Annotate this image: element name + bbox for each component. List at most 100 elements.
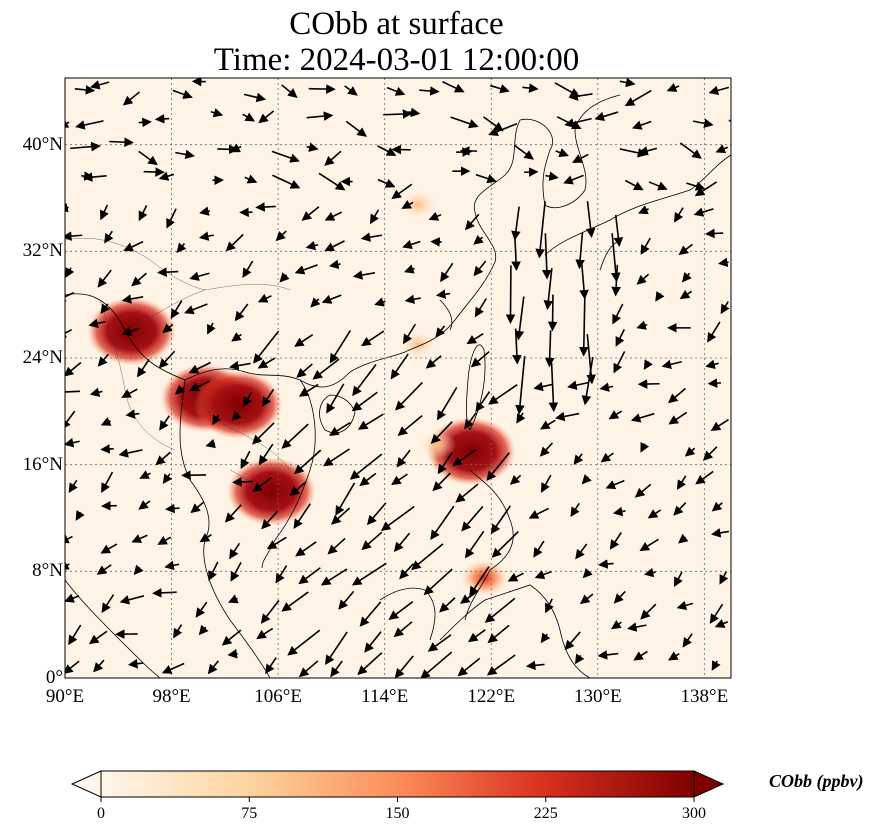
wind-arrow (522, 83, 539, 93)
wind-arrow (469, 566, 490, 597)
wind-arrow (136, 359, 150, 378)
wind-arrow (324, 631, 348, 665)
wind-arrow (232, 477, 253, 487)
wind-arrow (298, 383, 319, 397)
wind-arrow (402, 239, 421, 249)
wind-arrow (260, 599, 280, 624)
wind-arrow (396, 449, 411, 468)
wind-arrow (605, 479, 625, 490)
wind-arrow (312, 358, 340, 380)
wind-arrow (293, 503, 311, 529)
wind-arrow (261, 510, 279, 530)
wind-arrow (674, 207, 684, 223)
wind-arrow (394, 655, 414, 678)
lon-tick-label: 106°E (254, 686, 302, 707)
lat-tick-label: 24°N (22, 347, 63, 368)
wind-arrow (88, 318, 106, 329)
wind-arrow (435, 325, 446, 338)
wind-arrow (75, 510, 85, 521)
wind-arrow (474, 298, 487, 318)
wind-arrow (639, 538, 659, 552)
wind-arrow (678, 243, 693, 256)
wind-arrow (432, 472, 451, 492)
wind-arrow (597, 650, 619, 660)
wind-arrow (96, 564, 112, 575)
wind-arrow (335, 482, 356, 516)
wind-arrow (567, 380, 589, 390)
wind-arrow (408, 107, 421, 118)
lat-tick-label: 8°N (32, 560, 63, 582)
wind-arrow (468, 629, 486, 643)
wind-arrow (65, 437, 80, 448)
wind-arrow (65, 119, 70, 129)
wind-arrow (647, 509, 662, 519)
wind-arrow (638, 146, 658, 156)
wind-arrow (464, 213, 480, 231)
wind-arrow (123, 240, 144, 252)
wind-arrow (349, 453, 383, 480)
lon-tick-label: 98°E (152, 686, 191, 707)
wind-arrow (170, 300, 183, 319)
wind-arrow (579, 262, 589, 300)
wind-arrow (89, 387, 103, 397)
wind-arrow (165, 503, 180, 514)
wind-arrow (692, 118, 714, 129)
wind-arrow (619, 78, 636, 88)
wind-arrow (118, 448, 143, 458)
wind-arrow (404, 264, 415, 274)
wind-arrow (707, 378, 722, 388)
wind-arrow (613, 351, 626, 374)
wind-arrow (257, 357, 276, 369)
wind-arrow (65, 231, 83, 241)
wind-arrow (488, 122, 518, 136)
wind-arrow (540, 474, 552, 493)
wind-arrow (100, 303, 110, 315)
wind-arrow (100, 417, 112, 426)
wind-arrow (539, 442, 554, 457)
wind-arrow (428, 211, 442, 221)
wind-arrow (545, 598, 554, 614)
wind-arrow (534, 570, 552, 580)
lat-tick-label: 0° (45, 667, 63, 688)
wind-arrow (205, 438, 216, 449)
wind-arrow (184, 303, 208, 315)
wind-arrow (581, 474, 592, 485)
wind-arrow (461, 505, 484, 532)
wind-arrow (575, 232, 585, 270)
wind-arrow (344, 85, 358, 96)
wind-arrow (401, 199, 414, 209)
wind-arrow (100, 543, 118, 554)
wind-arrow (324, 211, 343, 221)
wind-arrow (640, 603, 657, 620)
wind-arrow (65, 328, 73, 338)
wind-arrow (74, 85, 96, 95)
wind-arrow (162, 323, 174, 334)
wind-arrow (75, 120, 104, 130)
wind-arrow (581, 356, 594, 406)
wind-arrow (487, 624, 510, 644)
wind-arrow (230, 562, 242, 582)
wind-arrow (229, 360, 251, 371)
wind-arrow (125, 409, 140, 419)
wind-arrow (261, 388, 275, 407)
wind-arrow (210, 108, 224, 118)
wind-arrow (540, 632, 551, 644)
lon-tick-label: 130°E (573, 686, 622, 707)
wind-arrow (265, 657, 277, 675)
wind-arrow (162, 473, 173, 485)
wind-arrow (681, 271, 692, 283)
wind-arrow (229, 542, 241, 560)
wind-arrow (624, 89, 652, 107)
wind-arrow (586, 334, 596, 385)
wind-arrow (535, 201, 546, 259)
wind-arrow (176, 242, 187, 253)
wind-arrow (159, 415, 170, 431)
wind-arrow (399, 563, 414, 580)
wind-arrow (533, 540, 545, 558)
wind-arrow (242, 112, 256, 122)
wind-arrow (157, 535, 172, 545)
wind-arrow (512, 328, 522, 365)
wind-arrow (138, 205, 148, 222)
wind-arrow (555, 411, 580, 422)
